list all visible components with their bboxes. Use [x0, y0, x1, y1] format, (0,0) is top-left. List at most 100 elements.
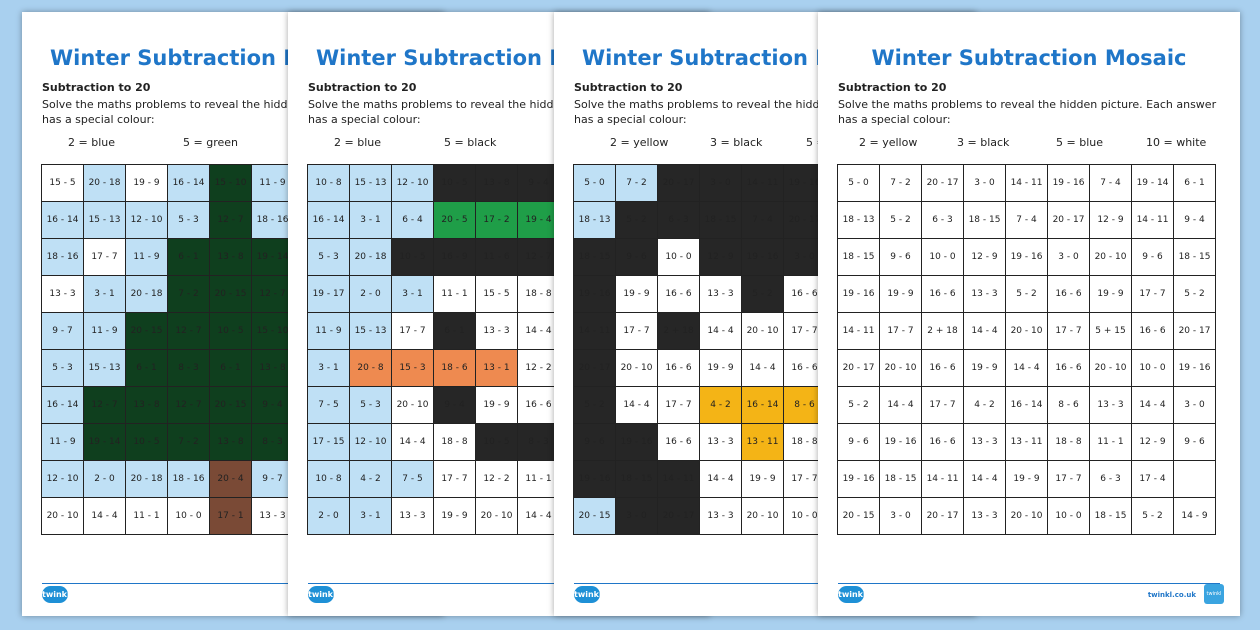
grid-cell: 12 - 10	[125, 201, 168, 239]
grid-cell: 10 - 5	[475, 423, 518, 461]
grid-cell: 18 - 15	[963, 201, 1006, 239]
grid-cell: 7 - 5	[391, 460, 434, 498]
grid-cell: 16 - 9	[433, 238, 476, 276]
grid-cell: 11 - 9	[251, 164, 294, 202]
grid-cell: 20 - 10	[475, 497, 518, 535]
grid-cell: 19 - 14	[251, 238, 294, 276]
grid-cell: 16 - 6	[1131, 312, 1174, 350]
grid-cell: 11 - 9	[41, 423, 84, 461]
grid-cell: 12 - 9	[1131, 423, 1174, 461]
grid-cell: 13 - 11	[1005, 423, 1048, 461]
grid-cell: 17 - 1	[209, 497, 252, 535]
grid-cell: 13 - 11	[741, 423, 784, 461]
grid-cell: 17 - 7	[1047, 460, 1090, 498]
grid-cell: 17 - 7	[657, 386, 700, 424]
grid-cell: 13 - 3	[699, 423, 742, 461]
grid-cell: 18 - 15	[573, 238, 616, 276]
grid-cell: 15 - 5	[41, 164, 84, 202]
colour-key-item: 5 = green	[183, 136, 238, 149]
grid-cell: 19 - 14	[83, 423, 126, 461]
grid-cell: 3 - 1	[391, 275, 434, 313]
worksheet-subtitle: Subtraction to 20	[574, 81, 683, 94]
grid-cell: 20 - 17	[657, 164, 700, 202]
grid-cell: 3 - 1	[349, 497, 392, 535]
grid-cell: 3 - 0	[963, 164, 1006, 202]
grid-cell: 19 - 16	[615, 423, 658, 461]
grid-cell: 10 - 5	[125, 423, 168, 461]
grid-cell: 17 - 7	[879, 312, 922, 350]
grid-cell: 13 - 8	[209, 423, 252, 461]
grid-cell: 20 - 15	[209, 386, 252, 424]
grid-cell: 15 - 3	[391, 349, 434, 387]
colour-key-item: 2 = blue	[68, 136, 115, 149]
grid-cell: 11 - 9	[83, 312, 126, 350]
grid-cell: 14 - 11	[921, 460, 964, 498]
grid-cell: 17 - 7	[1131, 275, 1174, 313]
grid-cell: 19 - 16	[573, 460, 616, 498]
footer-divider	[574, 583, 956, 584]
grid-cell: 20 - 4	[209, 460, 252, 498]
grid-cell: 15 - 5	[475, 275, 518, 313]
worksheet-subtitle: Subtraction to 20	[838, 81, 947, 94]
grid-cell: 9 - 7	[251, 460, 294, 498]
grid-cell: 19 - 4	[517, 201, 560, 239]
grid-cell: 15 - 13	[83, 349, 126, 387]
grid-cell: 14 - 4	[699, 312, 742, 350]
grid-cell: 16 - 6	[657, 349, 700, 387]
grid-cell: 14 - 11	[657, 460, 700, 498]
grid-cell: 11 - 1	[1089, 423, 1132, 461]
grid-cell: 19 - 9	[125, 164, 168, 202]
footer-divider	[42, 583, 424, 584]
grid-cell: 20 - 10	[615, 349, 658, 387]
grid-cell: 12 - 7	[251, 275, 294, 313]
grid-cell: 17 - 7	[83, 238, 126, 276]
grid-cell: 18 - 8	[1047, 423, 1090, 461]
grid-cell: 2 - 0	[83, 460, 126, 498]
grid-cell: 18 - 16	[167, 460, 210, 498]
grid-cell: 12 - 9	[1089, 201, 1132, 239]
grid-cell: 20 - 18	[125, 275, 168, 313]
grid-cell: 12 - 7	[167, 386, 210, 424]
grid-cell: 15 - 10	[251, 312, 294, 350]
grid-cell: 20 - 15	[209, 275, 252, 313]
grid-cell: 20 - 10	[41, 497, 84, 535]
grid-cell: 15 - 10	[209, 164, 252, 202]
grid-cell: 12 - 7	[83, 386, 126, 424]
grid-cell: 20 - 17	[1173, 312, 1216, 350]
grid-cell: 19 - 16	[1047, 164, 1090, 202]
grid-row: 20 - 17 20 - 10 16 - 6 19 - 9 14 - 4 16 - 6 20…	[837, 349, 1216, 387]
grid-cell: 13 - 3	[963, 423, 1006, 461]
grid-cell: 3 - 1	[349, 201, 392, 239]
grid-cell: 17 - 7	[433, 460, 476, 498]
grid-cell: 12 - 7	[209, 201, 252, 239]
grid-cell: 16 - 14	[1005, 386, 1048, 424]
grid-cell: 14 - 11	[1131, 201, 1174, 239]
grid-cell: 3 - 0	[879, 497, 922, 535]
colour-key-item: 10 = white	[1146, 136, 1207, 149]
grid-cell: 6 - 4	[391, 201, 434, 239]
grid-cell: 18 - 8	[517, 275, 560, 313]
grid-cell: 6 - 1	[433, 312, 476, 350]
grid-cell: 18 - 16	[251, 201, 294, 239]
site-url: twinkl.co.uk	[1147, 591, 1196, 599]
grid-cell: 3 - 1	[307, 349, 350, 387]
grid-cell: 3 - 0	[1173, 386, 1216, 424]
grid-cell: 9 - 6	[837, 423, 880, 461]
grid-cell: 4 - 2	[699, 386, 742, 424]
grid-cell: 13 - 8	[209, 238, 252, 276]
worksheet-instructions: Solve the maths problems to reveal the h…	[838, 98, 1217, 126]
grid-cell: 14 - 4	[699, 460, 742, 498]
twinkl-logo: twinkl	[42, 586, 70, 603]
grid-cell: 18 - 15	[699, 201, 742, 239]
grid-cell: 12 - 7	[167, 312, 210, 350]
grid-cell: 14 - 9	[1173, 497, 1216, 535]
grid-cell: 7 - 4	[1005, 201, 1048, 239]
grid-cell: 10 - 5	[391, 238, 434, 276]
grid-cell: 13 - 3	[391, 497, 434, 535]
grid-cell: 2 - 0	[349, 275, 392, 313]
colour-key-item: 3 = black	[710, 136, 763, 149]
colour-key-item: 5 = blue	[1056, 136, 1103, 149]
